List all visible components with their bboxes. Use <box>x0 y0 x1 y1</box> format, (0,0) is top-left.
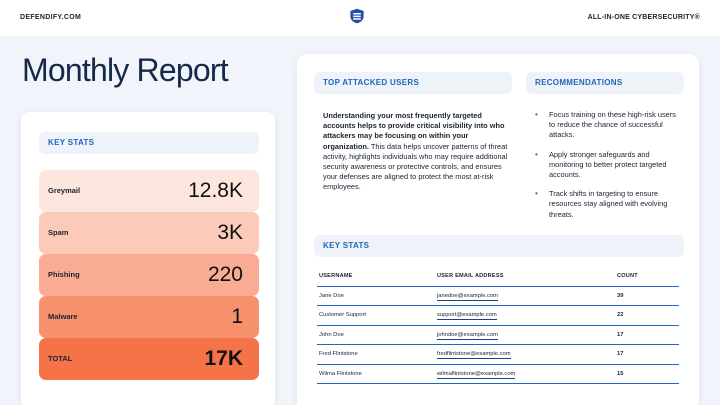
stat-value: 12.8K <box>188 179 243 202</box>
email-link[interactable]: johndoe@example.com <box>437 331 498 340</box>
list-item: • Focus training on these high-risk users… <box>533 110 683 141</box>
stat-value: 17K <box>204 347 243 370</box>
stat-value: 3K <box>217 221 243 244</box>
stat-label: Greymail <box>48 186 81 195</box>
table-row: Fred Flintstone fredflintstone@example.c… <box>317 344 679 365</box>
page-title: Monthly Report <box>22 52 229 88</box>
key-stats-table-tab: KEY STATS <box>314 235 684 257</box>
recommendation-text: Apply stronger safeguards and monitoring… <box>549 149 667 180</box>
table-header-row: USERNAME USER EMAIL ADDRESS COUNT <box>317 266 679 287</box>
column-header-username: USERNAME <box>317 266 437 287</box>
email-cell: wilmaflintstone@example.com <box>437 364 617 384</box>
count-cell: 17 <box>617 344 679 365</box>
stat-row-spam: Spam 3K <box>39 212 259 254</box>
stat-label: Malware <box>48 312 78 321</box>
report-card: TOP ATTACKED USERS RECOMMENDATIONS Under… <box>297 54 699 405</box>
key-stats-card: KEY STATS Greymail 12.8K Spam 3K Phishin… <box>21 112 275 405</box>
stat-label: Spam <box>48 228 69 237</box>
count-cell: 15 <box>617 364 679 384</box>
stat-label: TOTAL <box>48 354 73 363</box>
username-cell: Wilma Flintstone <box>317 364 437 384</box>
email-link[interactable]: janedoe@example.com <box>437 292 498 301</box>
top-users-table: USERNAME USER EMAIL ADDRESS COUNT Jane D… <box>317 266 679 384</box>
key-stats-tab: KEY STATS <box>39 132 259 154</box>
bullet-icon: • <box>535 149 538 159</box>
email-cell: johndoe@example.com <box>437 325 617 345</box>
count-cell: 17 <box>617 325 679 345</box>
email-cell: janedoe@example.com <box>437 286 617 306</box>
stat-value: 220 <box>207 263 243 286</box>
username-cell: Jane Doe <box>317 286 437 306</box>
top-bar: DEFENDIFY.COM ALL-IN-ONE CYBERSECURITY® <box>0 0 720 36</box>
column-header-count: COUNT <box>617 266 679 287</box>
recommendations-tab: RECOMMENDATIONS <box>526 72 684 94</box>
count-cell: 39 <box>617 286 679 306</box>
recommendation-text: Track shifts in targeting to ensure reso… <box>549 189 668 219</box>
bullet-icon: • <box>535 189 538 199</box>
count-cell: 22 <box>617 305 679 326</box>
recommendations-list: • Focus training on these high-risk users… <box>533 110 683 229</box>
stat-row-phishing: Phishing 220 <box>39 254 259 296</box>
tagline: ALL-IN-ONE CYBERSECURITY® <box>587 14 700 21</box>
list-item: • Track shifts in targeting to ensure res… <box>533 189 683 220</box>
stat-row-greymail: Greymail 12.8K <box>39 170 259 212</box>
email-link[interactable]: fredflintstone@example.com <box>437 351 511 360</box>
table-row: Jane Doe janedoe@example.com 39 <box>317 286 679 306</box>
email-cell: fredflintstone@example.com <box>437 344 617 365</box>
username-cell: Fred Flintstone <box>317 344 437 365</box>
defendify-shield-icon <box>350 8 364 24</box>
stat-row-malware: Malware 1 <box>39 296 259 338</box>
recommendation-text: Focus training on these high-risk users … <box>549 110 676 140</box>
top-attacked-intro: Understanding your most frequently targe… <box>323 111 513 193</box>
list-item: • Apply stronger safeguards and monitorin… <box>533 150 683 181</box>
top-attacked-users-tab: TOP ATTACKED USERS <box>314 72 512 94</box>
table-row: Wilma Flintstone wilmaflintstone@example… <box>317 364 679 384</box>
table-row: John Doe johndoe@example.com 17 <box>317 325 679 345</box>
stat-value: 1 <box>231 305 243 328</box>
intro-text: This data helps uncover patterns of thre… <box>323 141 508 192</box>
email-link[interactable]: wilmaflintstone@example.com <box>437 370 516 379</box>
email-link[interactable]: support@example.com <box>437 312 497 321</box>
stat-row-total: TOTAL 17K <box>39 338 259 380</box>
intro-bold: Understanding your most frequently targe… <box>323 111 505 151</box>
username-cell: Customer Support <box>317 305 437 326</box>
bullet-icon: • <box>535 110 538 119</box>
username-cell: John Doe <box>317 325 437 345</box>
column-header-email: USER EMAIL ADDRESS <box>437 266 617 287</box>
brand-link[interactable]: DEFENDIFY.COM <box>20 14 82 21</box>
table-row: Customer Support support@example.com 22 <box>317 305 679 326</box>
email-cell: support@example.com <box>437 305 617 326</box>
stat-label: Phishing <box>48 270 80 279</box>
